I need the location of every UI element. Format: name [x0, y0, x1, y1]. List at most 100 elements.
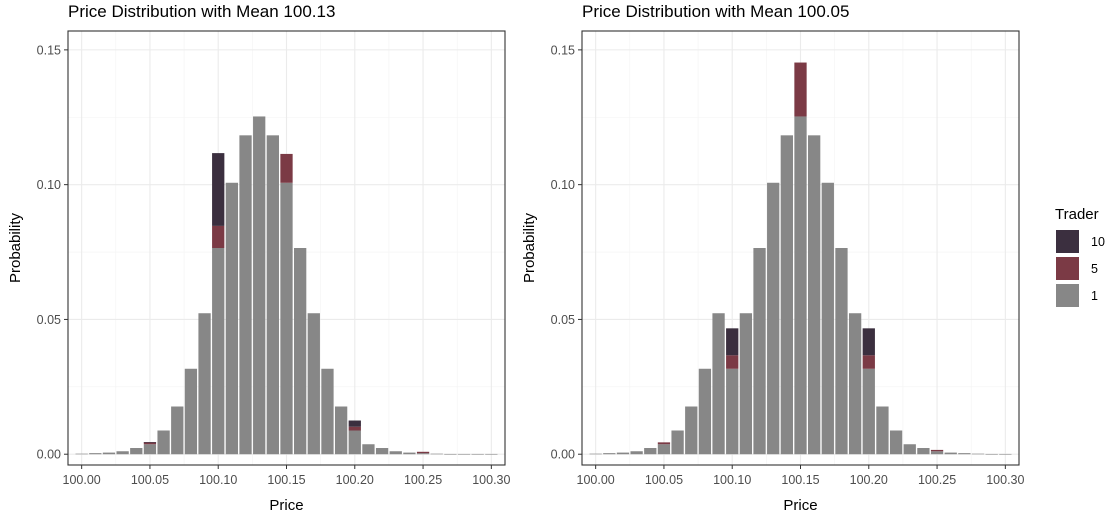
x-tick-label: 100.05	[131, 473, 169, 487]
chart-title: Price Distribution with Mean 100.13	[68, 2, 335, 21]
bar-trader-1	[780, 135, 793, 455]
y-tick-label: 0.10	[551, 178, 575, 192]
bar-trader-5	[212, 225, 225, 248]
bar-trader-1	[457, 453, 471, 455]
bar-trader-5	[862, 355, 875, 369]
x-axis-title: Price	[269, 497, 303, 514]
bar-trader-1	[835, 248, 848, 455]
bar-trader-10	[348, 420, 361, 427]
bar-trader-1	[644, 448, 657, 455]
y-tick-label: 0.10	[37, 178, 61, 192]
x-tick-label: 100.15	[267, 473, 305, 487]
legend-title: Trader	[1055, 206, 1099, 223]
bar-trader-1	[616, 452, 630, 455]
bar-trader-1	[971, 453, 985, 455]
bar-trader-1	[930, 451, 944, 455]
bar-trader-5	[143, 442, 157, 445]
bar-trader-10	[143, 442, 157, 443]
chart-title: Price Distribution with Mean 100.05	[582, 2, 849, 21]
bar-trader-1	[444, 453, 457, 455]
x-tick-label: 100.25	[918, 473, 956, 487]
bar-trader-1	[225, 182, 239, 455]
bar-trader-1	[416, 453, 430, 455]
bar-trader-1	[253, 116, 266, 455]
bar-trader-1	[143, 444, 157, 455]
y-axis-title: Probability	[521, 212, 538, 283]
y-axis-title: Probability	[7, 212, 24, 283]
x-tick-label: 100.15	[781, 473, 819, 487]
bar-trader-10	[212, 153, 225, 226]
legend-key-1	[1056, 284, 1079, 307]
bar-trader-1	[903, 444, 916, 455]
chart-panel-2: 100.00 100.05 100.10 100.15 100.20 100.25 100.…	[521, 2, 1025, 514]
bar-trader-5	[930, 449, 944, 452]
legend-label-5: 5	[1091, 262, 1098, 276]
legend: Trader 10 5 1	[1055, 206, 1105, 307]
bar-trader-1	[171, 406, 184, 455]
bar-trader-1	[130, 448, 143, 455]
bar-trader-5	[348, 426, 361, 431]
legend-key-10	[1056, 230, 1079, 253]
bar-trader-5	[657, 442, 671, 445]
x-tick-label: 100.00	[63, 473, 101, 487]
x-tick-label: 100.20	[850, 473, 888, 487]
bar-trader-1	[471, 453, 484, 455]
bar-trader-1	[321, 368, 334, 455]
x-tick-label: 100.10	[713, 473, 751, 487]
bar-trader-1	[630, 451, 643, 455]
y-tick-label: 0.05	[37, 313, 61, 327]
bar-trader-1	[985, 453, 998, 455]
x-tick-label: 100.30	[986, 473, 1024, 487]
bar-trader-1	[917, 448, 930, 455]
bar-trader-1	[280, 182, 293, 455]
bar-trader-5	[280, 153, 293, 183]
bar-trader-1	[102, 452, 116, 455]
y-tick-label: 0.00	[551, 448, 575, 462]
bar-trader-1	[958, 453, 971, 455]
x-tick-label: 100.05	[645, 473, 683, 487]
bar-trader-1	[889, 430, 903, 455]
legend-key-5	[1056, 257, 1079, 280]
legend-label-1: 1	[1091, 289, 1098, 303]
bar-trader-1	[389, 451, 402, 455]
bar-trader-1	[266, 135, 279, 455]
bar-trader-1	[348, 430, 361, 455]
bar-trader-1	[212, 248, 225, 455]
bar-trader-1	[198, 313, 211, 455]
bar-trader-1	[430, 453, 443, 455]
bar-trader-1	[753, 248, 766, 455]
bar-trader-1	[116, 451, 129, 455]
bar-trader-1	[821, 182, 834, 455]
y-tick-label: 0.05	[551, 313, 575, 327]
bar-trader-1	[685, 406, 698, 455]
bar-trader-1	[848, 313, 862, 455]
x-tick-label: 100.25	[404, 473, 442, 487]
bar-trader-1	[89, 453, 102, 455]
bar-trader-1	[698, 368, 712, 455]
x-tick-label: 100.20	[336, 473, 374, 487]
bar-trader-1	[334, 406, 348, 455]
bar-trader-1	[485, 453, 498, 455]
bar-trader-10	[862, 328, 875, 356]
bar-trader-1	[712, 313, 725, 455]
bar-trader-1	[294, 248, 307, 455]
bar-trader-1	[589, 453, 602, 455]
bar-trader-5	[416, 451, 430, 454]
bar-trader-1	[239, 135, 252, 455]
bar-trader-1	[808, 135, 821, 455]
bar-trader-1	[726, 368, 739, 455]
bar-trader-1	[671, 430, 684, 455]
bar-trader-1	[999, 453, 1012, 455]
x-tick-label: 100.30	[472, 473, 510, 487]
bar-trader-1	[862, 368, 875, 455]
bar-trader-1	[767, 182, 780, 455]
bar-trader-1	[794, 116, 807, 455]
bar-trader-5	[794, 62, 807, 117]
bar-trader-5	[726, 355, 739, 369]
bar-trader-1	[375, 448, 389, 455]
y-tick-label: 0.00	[37, 448, 61, 462]
bar-trader-10	[726, 328, 739, 356]
x-axis-title: Price	[783, 497, 817, 514]
